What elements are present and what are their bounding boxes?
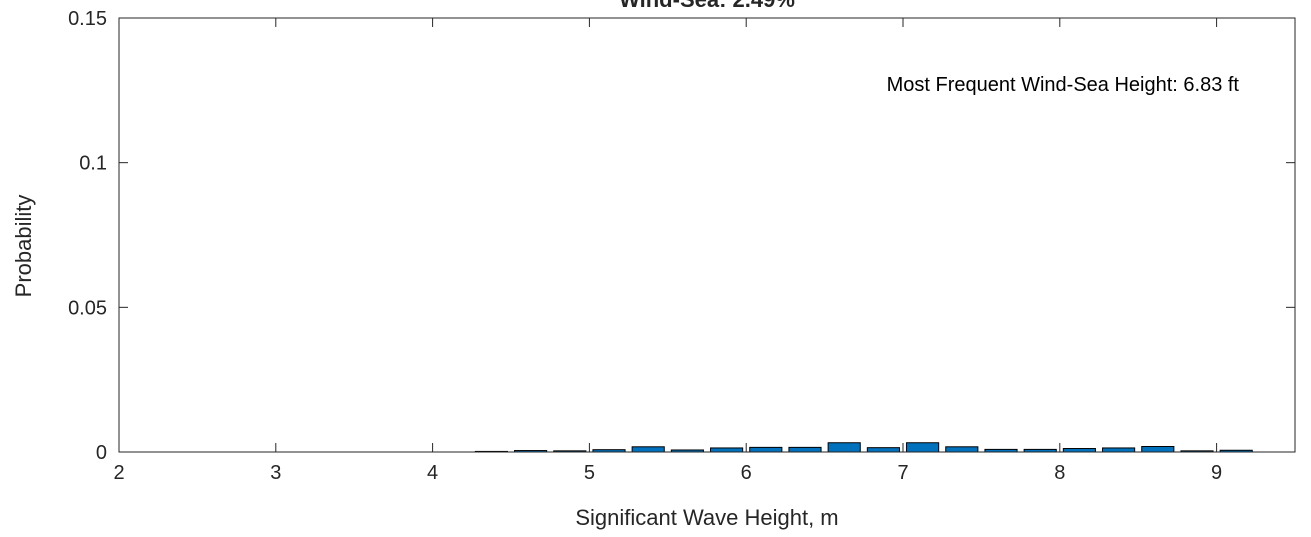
- bar: [906, 442, 940, 453]
- x-tick-label: 7: [897, 462, 908, 484]
- y-tick-label: 0: [96, 442, 107, 464]
- x-tick-labels: 2 3 4 5 6 7 8 9: [113, 462, 1222, 484]
- x-tick-label: 6: [741, 462, 752, 484]
- bar: [945, 446, 979, 453]
- x-tick-label: 3: [270, 462, 281, 484]
- most-frequent-annotation: Most Frequent Wind-Sea Height: 6.83 ft: [887, 74, 1240, 96]
- x-tick-label: 2: [113, 462, 124, 484]
- x-tick-label: 5: [584, 462, 595, 484]
- x-axis-label: Significant Wave Height, m: [575, 505, 838, 530]
- x-tick-label: 4: [427, 462, 438, 484]
- x-tick-label: 9: [1211, 462, 1222, 484]
- bar: [827, 442, 861, 453]
- bar: [1062, 448, 1096, 453]
- y-tick-labels: 0 0.05 0.1 0.15: [68, 8, 107, 464]
- bar: [710, 447, 744, 453]
- plot-frame: [118, 17, 1296, 453]
- bar: [866, 447, 900, 453]
- y-tick-label: 0.1: [79, 153, 107, 175]
- y-axis-label: Probability: [11, 195, 36, 298]
- bar: [631, 446, 665, 453]
- x-tick-label: 8: [1054, 462, 1065, 484]
- plot-background: [119, 18, 1295, 452]
- y-tick-label: 0.15: [68, 8, 107, 30]
- bar: [749, 446, 783, 453]
- plot-area: [118, 17, 1296, 453]
- bar: [1141, 446, 1175, 453]
- bar: [1102, 447, 1136, 453]
- y-tick-label: 0.05: [68, 297, 107, 319]
- bar: [788, 446, 822, 453]
- chart-title: Wind-Sea: 2.49%: [619, 0, 795, 12]
